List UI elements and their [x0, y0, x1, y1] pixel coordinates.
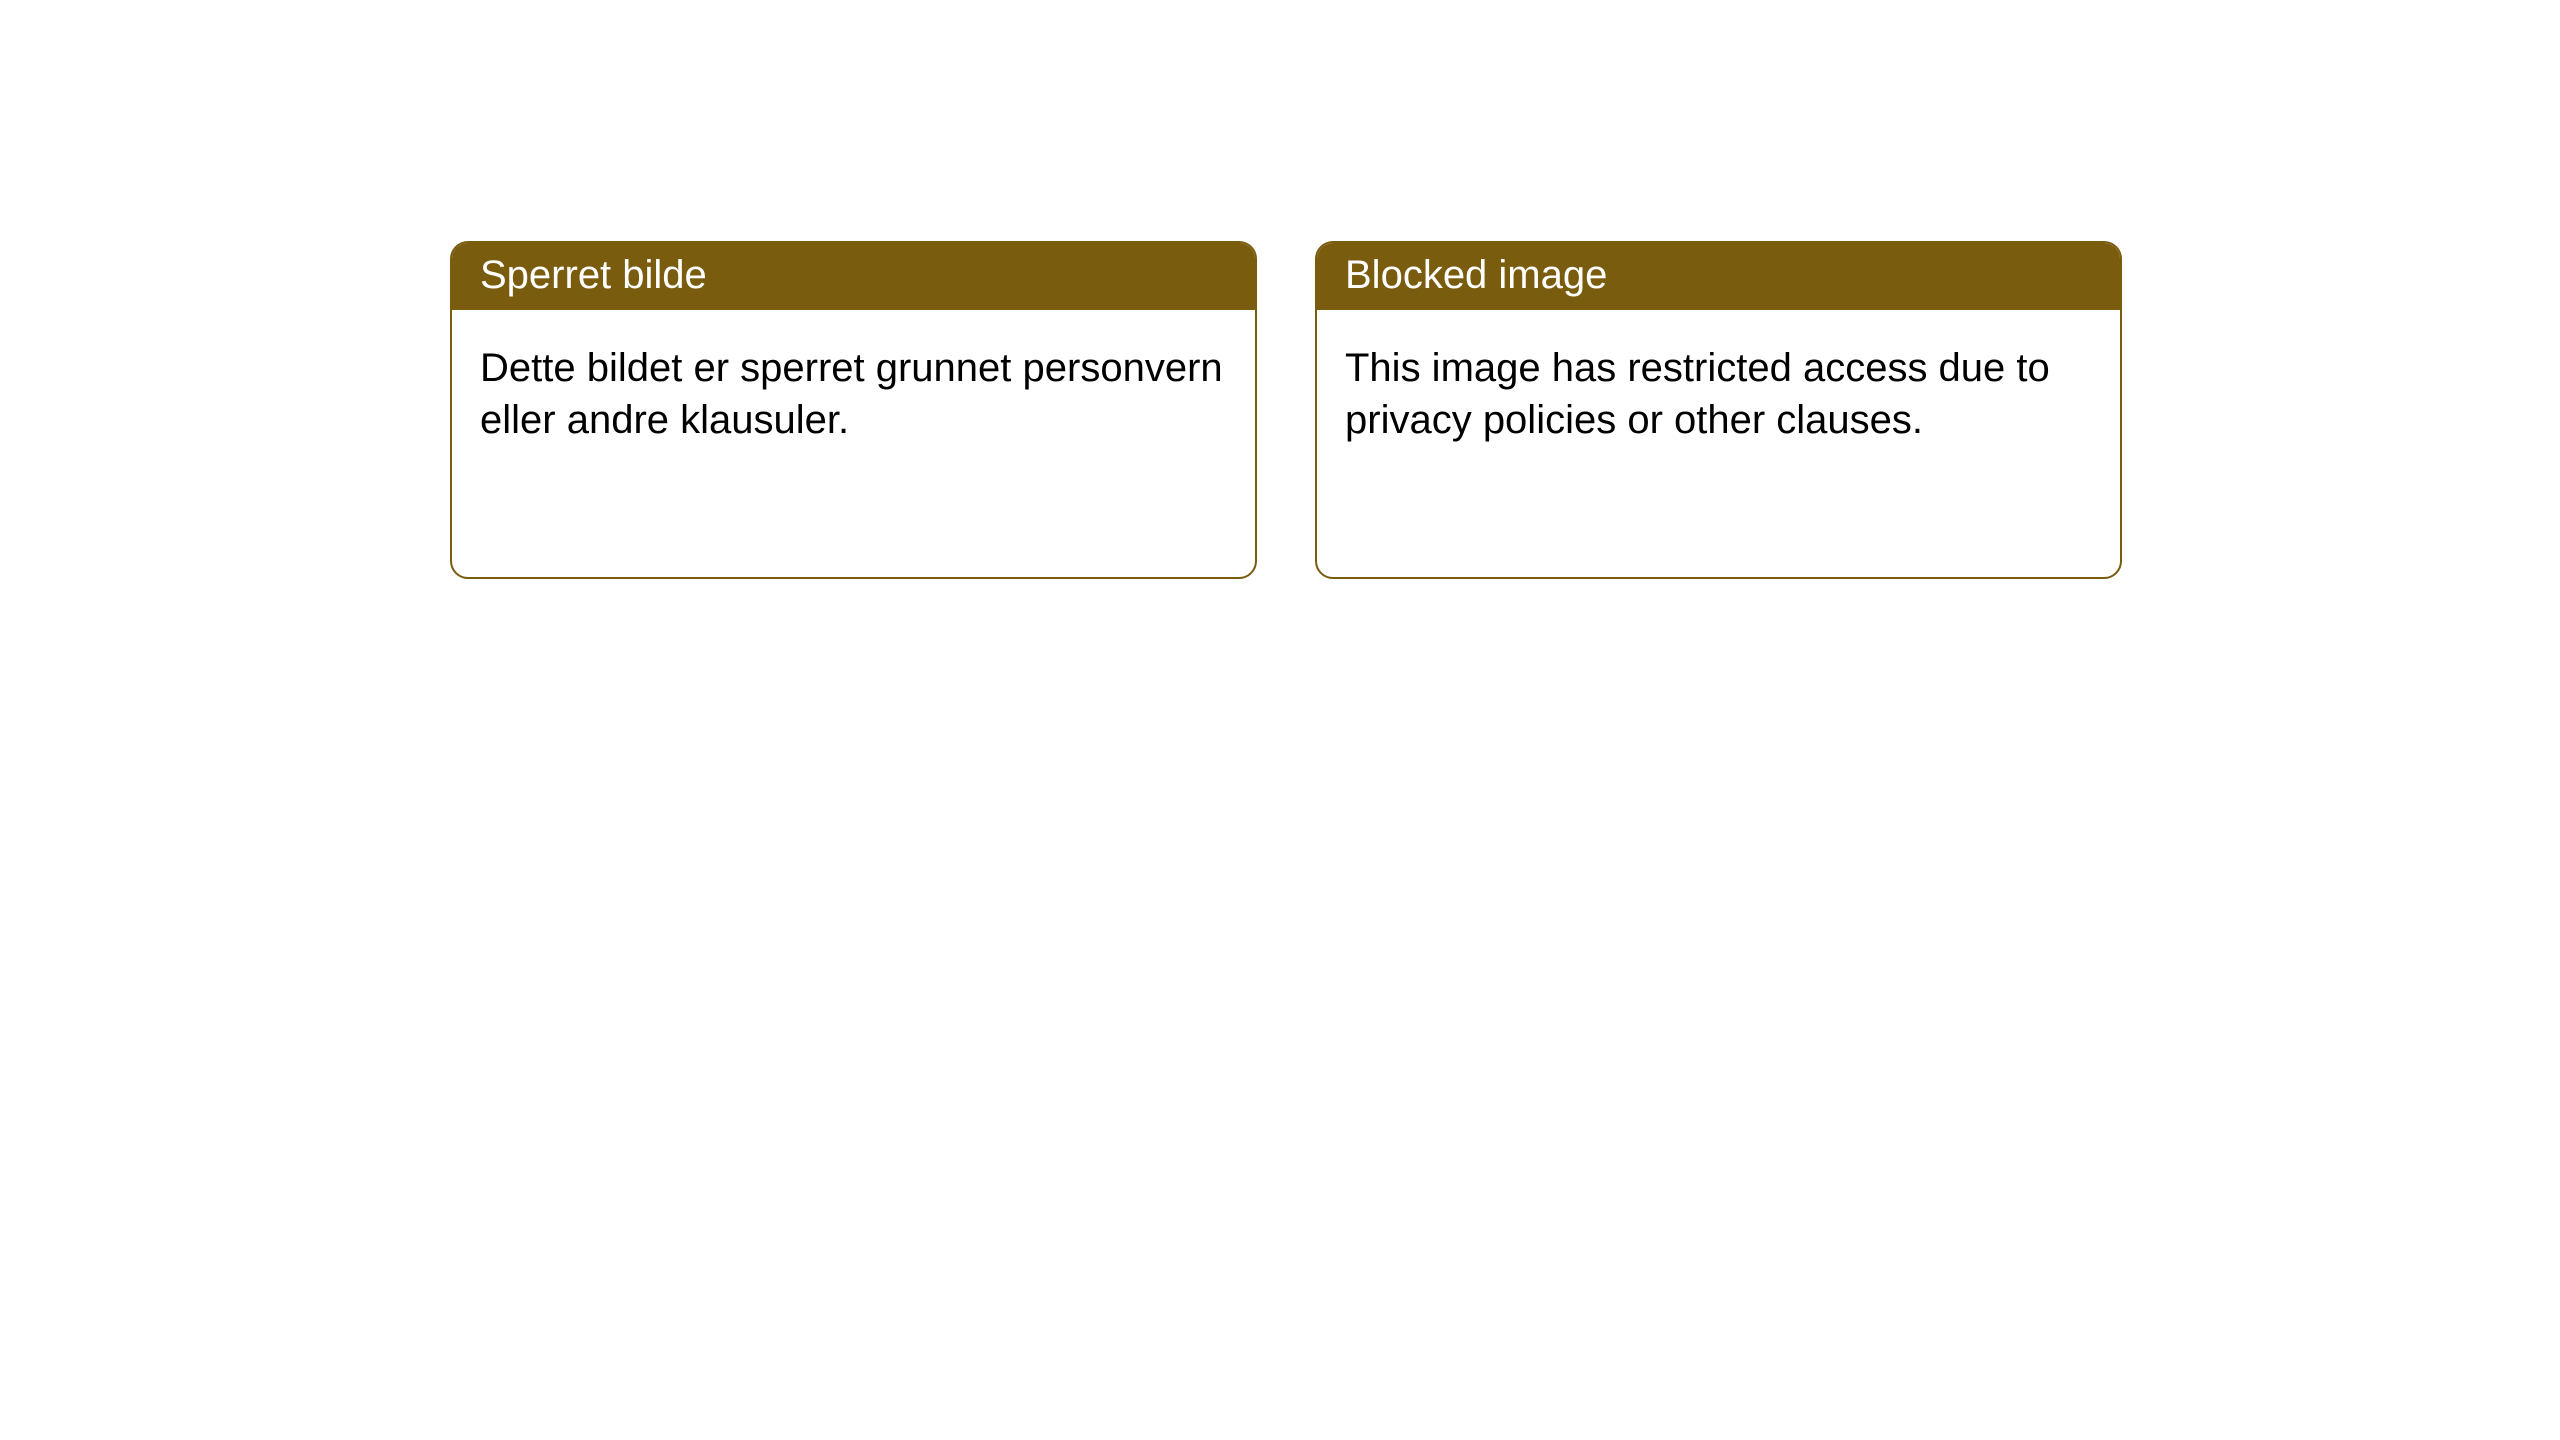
notice-body-norwegian: Dette bildet er sperret grunnet personve… [452, 310, 1255, 478]
notice-card-norwegian: Sperret bilde Dette bildet er sperret gr… [450, 241, 1257, 579]
notice-title-norwegian: Sperret bilde [452, 243, 1255, 310]
notice-body-english: This image has restricted access due to … [1317, 310, 2120, 478]
notice-card-english: Blocked image This image has restricted … [1315, 241, 2122, 579]
notice-container: Sperret bilde Dette bildet er sperret gr… [0, 0, 2560, 579]
notice-title-english: Blocked image [1317, 243, 2120, 310]
